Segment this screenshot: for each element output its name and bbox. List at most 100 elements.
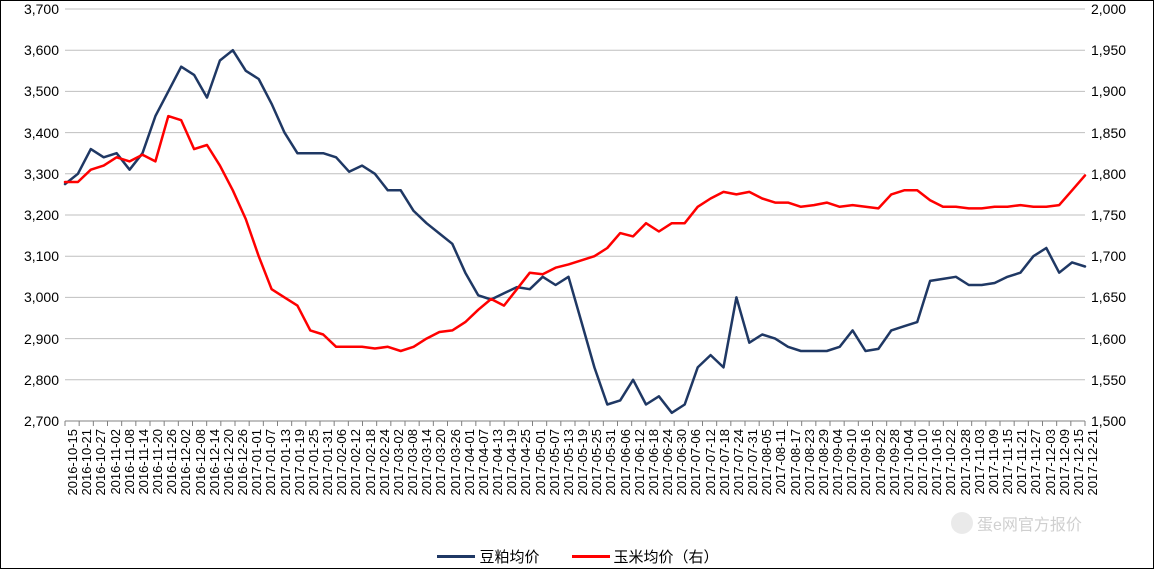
chart-legend: 豆粕均价 玉米均价（右） bbox=[1, 546, 1154, 567]
x-axis-label: 2017-04-07 bbox=[476, 429, 491, 496]
x-axis-label: 2017-05-19 bbox=[575, 429, 590, 496]
y-axis-left-label: 2,900 bbox=[3, 331, 59, 347]
x-axis-label: 2017-01-01 bbox=[249, 429, 264, 496]
x-axis-label: 2017-12-15 bbox=[1071, 429, 1086, 496]
y-axis-left-label: 3,100 bbox=[3, 248, 59, 264]
legend-item: 玉米均价（右） bbox=[572, 546, 719, 567]
x-axis-label: 2017-10-16 bbox=[929, 429, 944, 496]
x-axis-label: 2016-10-21 bbox=[79, 429, 94, 496]
legend-swatch bbox=[572, 555, 610, 558]
x-axis-label: 2017-04-01 bbox=[462, 429, 477, 496]
y-axis-right-label: 1,700 bbox=[1091, 248, 1147, 264]
watermark-icon bbox=[951, 512, 973, 534]
y-axis-right-label: 1,600 bbox=[1091, 331, 1147, 347]
y-axis-right-label: 2,000 bbox=[1091, 1, 1147, 17]
y-axis-left-label: 3,700 bbox=[3, 1, 59, 17]
x-axis-label: 2017-02-06 bbox=[334, 429, 349, 496]
x-axis-label: 2017-10-04 bbox=[901, 429, 916, 496]
x-axis-label: 2017-03-20 bbox=[433, 429, 448, 496]
x-axis-label: 2016-12-14 bbox=[207, 429, 222, 496]
y-axis-left-label: 3,300 bbox=[3, 166, 59, 182]
watermark-text: 蛋e网官方报价 bbox=[977, 511, 1082, 535]
x-axis-label: 2017-04-25 bbox=[518, 429, 533, 496]
x-axis-label: 2017-05-01 bbox=[533, 429, 548, 496]
y-axis-left-label: 3,000 bbox=[3, 289, 59, 305]
x-axis-label: 2016-11-26 bbox=[164, 429, 179, 495]
x-axis-label: 2017-08-29 bbox=[816, 429, 831, 496]
x-axis-label: 2017-01-07 bbox=[263, 429, 278, 496]
dual-axis-line-chart: 2,7002,8002,9003,0003,1003,2003,3003,400… bbox=[0, 0, 1154, 569]
x-axis-label: 2017-06-24 bbox=[660, 429, 675, 496]
x-axis-label: 2016-11-02 bbox=[108, 429, 123, 495]
x-axis-label: 2016-11-08 bbox=[122, 429, 137, 495]
x-axis-label: 2017-09-28 bbox=[887, 429, 902, 496]
x-axis-label: 2017-12-03 bbox=[1043, 429, 1058, 496]
x-axis-label: 2017-11-27 bbox=[1028, 429, 1043, 495]
y-axis-right-label: 1,500 bbox=[1091, 413, 1147, 429]
y-axis-left-label: 3,500 bbox=[3, 83, 59, 99]
x-axis-label: 2017-12-09 bbox=[1057, 429, 1072, 496]
x-axis-label: 2017-10-10 bbox=[915, 429, 930, 496]
legend-swatch bbox=[437, 555, 475, 558]
y-axis-right-label: 1,650 bbox=[1091, 289, 1147, 305]
x-axis-label: 2017-10-28 bbox=[958, 429, 973, 496]
x-axis-label: 2017-07-06 bbox=[688, 429, 703, 496]
y-axis-right-label: 1,950 bbox=[1091, 42, 1147, 58]
x-axis-label: 2017-11-21 bbox=[1014, 429, 1029, 495]
x-axis-label: 2017-06-30 bbox=[674, 429, 689, 496]
x-axis-label: 2017-01-13 bbox=[278, 429, 293, 496]
legend-label: 豆粕均价 bbox=[479, 546, 539, 567]
y-axis-left-label: 3,600 bbox=[3, 42, 59, 58]
x-axis-label: 2017-02-24 bbox=[377, 429, 392, 496]
x-axis-label: 2016-10-27 bbox=[93, 429, 108, 496]
x-axis-label: 2017-06-06 bbox=[618, 429, 633, 496]
y-axis-left-label: 2,700 bbox=[3, 413, 59, 429]
x-axis-label: 2017-08-11 bbox=[773, 429, 788, 495]
x-axis-label: 2017-10-22 bbox=[943, 429, 958, 496]
x-axis-label: 2016-11-14 bbox=[136, 429, 151, 495]
x-axis-label: 2017-05-25 bbox=[589, 429, 604, 496]
x-axis-label: 2017-08-05 bbox=[759, 429, 774, 496]
x-axis-label: 2017-12-21 bbox=[1085, 429, 1100, 496]
x-axis-label: 2017-06-12 bbox=[632, 429, 647, 496]
x-axis-label: 2017-01-25 bbox=[306, 429, 321, 496]
x-axis-label: 2017-08-23 bbox=[802, 429, 817, 496]
x-axis-label: 2017-02-18 bbox=[363, 429, 378, 496]
x-axis-label: 2017-03-02 bbox=[391, 429, 406, 496]
x-axis-label: 2017-06-18 bbox=[646, 429, 661, 496]
x-axis-label: 2017-09-10 bbox=[844, 429, 859, 496]
x-axis-label: 2017-05-07 bbox=[547, 429, 562, 496]
y-axis-right-label: 1,550 bbox=[1091, 372, 1147, 388]
x-axis-label: 2016-12-08 bbox=[193, 429, 208, 496]
legend-label: 玉米均价（右） bbox=[614, 546, 719, 567]
x-axis-label: 2017-05-13 bbox=[561, 429, 576, 496]
watermark: 蛋e网官方报价 bbox=[951, 511, 1082, 535]
x-axis-label: 2017-11-15 bbox=[1000, 429, 1015, 495]
x-axis-label: 2016-12-02 bbox=[178, 429, 193, 496]
x-axis-label: 2017-03-26 bbox=[448, 429, 463, 496]
x-axis-label: 2016-10-15 bbox=[65, 429, 80, 496]
x-axis-label: 2017-07-31 bbox=[745, 429, 760, 496]
y-axis-left-label: 3,400 bbox=[3, 125, 59, 141]
x-axis-label: 2016-11-20 bbox=[150, 429, 165, 495]
x-axis-label: 2017-07-18 bbox=[717, 429, 732, 496]
x-axis-label: 2017-07-24 bbox=[731, 429, 746, 496]
y-axis-left-label: 2,800 bbox=[3, 372, 59, 388]
legend-item: 豆粕均价 bbox=[437, 546, 539, 567]
x-axis-label: 2017-08-17 bbox=[788, 429, 803, 496]
x-axis-label: 2017-03-08 bbox=[405, 429, 420, 496]
x-axis-label: 2017-04-19 bbox=[504, 429, 519, 496]
y-axis-right-label: 1,800 bbox=[1091, 166, 1147, 182]
x-axis-label: 2017-09-04 bbox=[830, 429, 845, 496]
x-axis-label: 2017-04-13 bbox=[490, 429, 505, 496]
x-axis-label: 2017-09-16 bbox=[858, 429, 873, 496]
x-axis-label: 2016-12-20 bbox=[221, 429, 236, 496]
x-axis-label: 2017-01-31 bbox=[320, 429, 335, 496]
x-axis-label: 2017-09-22 bbox=[873, 429, 888, 496]
y-axis-right-label: 1,750 bbox=[1091, 207, 1147, 223]
x-axis-label: 2016-12-26 bbox=[235, 429, 250, 496]
x-axis-label: 2017-07-12 bbox=[703, 429, 718, 496]
x-axis-label: 2017-03-14 bbox=[419, 429, 434, 496]
x-axis-label: 2017-11-03 bbox=[972, 429, 987, 495]
x-axis-label: 2017-05-31 bbox=[603, 429, 618, 496]
